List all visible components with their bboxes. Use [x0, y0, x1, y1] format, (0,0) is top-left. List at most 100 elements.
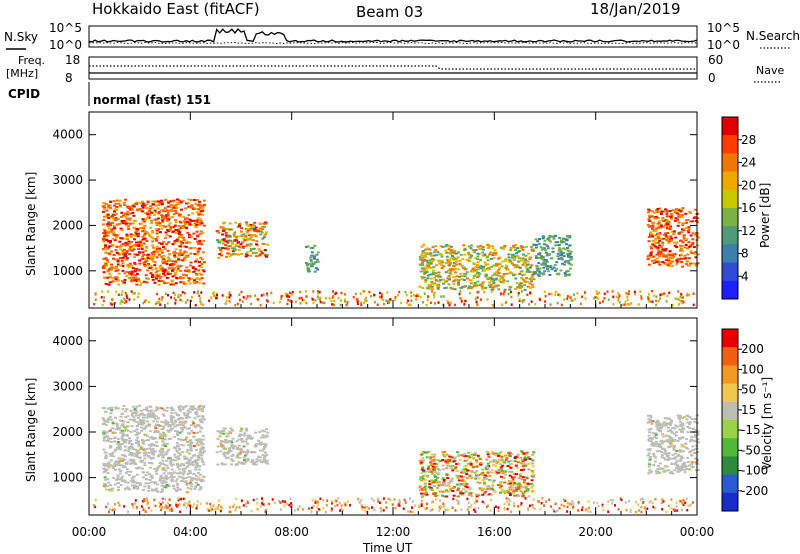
heatmap-cell	[455, 463, 459, 465]
heatmap-cell	[176, 444, 179, 447]
heatmap-cell	[536, 273, 540, 276]
heatmap-cell	[441, 468, 445, 471]
heatmap-cell	[234, 244, 238, 246]
heatmap-cell	[497, 274, 501, 277]
heatmap-cell	[514, 277, 518, 280]
heatmap-cell	[506, 268, 510, 271]
clutter-cell	[305, 295, 308, 298]
heatmap-cell	[652, 221, 656, 224]
clutter-cell	[553, 509, 556, 513]
heatmap-cell	[664, 423, 667, 426]
heatmap-cell	[495, 264, 499, 267]
heatmap-cell	[544, 249, 548, 252]
clutter-cell	[387, 497, 390, 501]
heatmap-cell	[132, 279, 136, 282]
clutter-cell	[212, 504, 215, 508]
heatmap-cell	[674, 463, 677, 466]
heatmap-cell	[200, 258, 204, 261]
heatmap-cell	[183, 245, 187, 248]
heatmap-cell	[111, 222, 115, 225]
heatmap-cell	[157, 210, 161, 213]
heatmap-cell	[422, 270, 426, 273]
heatmap-cell	[480, 283, 484, 286]
heatmap-cell	[471, 270, 475, 273]
heatmap-cell	[162, 425, 166, 428]
heatmap-cell	[549, 265, 553, 267]
heatmap-cell	[261, 225, 265, 228]
heatmap-cell	[238, 453, 242, 456]
heatmap-cell	[659, 250, 663, 253]
heatmap-cell	[140, 245, 144, 248]
clutter-cell	[158, 297, 161, 301]
heatmap-cell	[187, 464, 191, 467]
heatmap-cell	[498, 453, 502, 456]
heatmap-cell	[194, 461, 198, 464]
clutter-cell	[370, 294, 373, 298]
heatmap-cell	[221, 242, 225, 245]
heatmap-cell	[501, 260, 505, 263]
heatmap-cell	[446, 464, 450, 467]
clutter-cell	[238, 506, 241, 509]
heatmap-cell	[170, 266, 174, 269]
clutter-cell	[109, 302, 112, 305]
heatmap-cell	[137, 243, 141, 245]
heatmap-cell	[437, 285, 441, 288]
heatmap-cell	[134, 276, 138, 279]
heatmap-cell	[462, 488, 465, 491]
heatmap-cell	[170, 476, 174, 479]
heatmap-cell	[195, 198, 199, 201]
heatmap-cell	[458, 263, 462, 266]
heatmap-cell	[531, 470, 535, 472]
heatmap-cell	[106, 435, 110, 438]
heatmap-cell	[673, 456, 677, 459]
heatmap-cell	[123, 278, 127, 281]
heatmap-cell	[119, 484, 123, 486]
heatmap-cell	[124, 455, 127, 458]
heatmap-cell	[155, 423, 158, 426]
heatmap-cell	[132, 479, 136, 482]
clutter-cell	[202, 303, 205, 307]
clutter-cell	[94, 505, 97, 509]
clutter-cell	[640, 295, 643, 298]
heatmap-cell	[149, 409, 153, 412]
heatmap-cell	[453, 249, 457, 252]
heatmap-cell	[653, 259, 657, 262]
heatmap-cell	[179, 236, 183, 239]
clutter-cell	[626, 295, 629, 299]
heatmap-cell	[177, 252, 181, 255]
heatmap-cell	[663, 458, 667, 461]
heatmap-cell	[476, 258, 479, 261]
heatmap-cell	[432, 484, 436, 487]
heatmap-cell	[231, 446, 235, 449]
heatmap-cell	[523, 458, 527, 461]
clutter-cell	[584, 297, 587, 300]
heatmap-cell	[677, 437, 681, 439]
clutter-cell	[628, 303, 631, 306]
clutter-cell	[637, 503, 640, 506]
heatmap-cell	[687, 246, 691, 248]
heatmap-cell	[157, 465, 161, 468]
heatmap-cell	[648, 458, 652, 461]
heatmap-cell	[152, 246, 156, 249]
heatmap-cell	[566, 249, 570, 252]
clutter-cell	[228, 296, 231, 299]
heatmap-cell	[433, 492, 437, 495]
heatmap-cell	[467, 251, 471, 254]
heatmap-cell	[459, 253, 463, 256]
heatmap-cell	[220, 444, 224, 447]
heatmap-cell	[491, 274, 495, 277]
heatmap-cell	[188, 264, 192, 267]
heatmap-cell	[188, 236, 191, 239]
heatmap-cell	[169, 456, 172, 459]
heatmap-cell	[189, 446, 193, 449]
heatmap-cell	[115, 265, 118, 268]
heatmap-cell	[232, 246, 236, 249]
heatmap-cell	[432, 254, 436, 257]
clutter-cell	[603, 297, 606, 300]
heatmap-cell	[266, 462, 270, 465]
heatmap-cell	[669, 442, 673, 445]
heatmap-cell	[657, 261, 661, 263]
heatmap-cell	[445, 495, 449, 498]
heatmap-cell	[158, 479, 162, 482]
heatmap-cell	[453, 456, 457, 459]
